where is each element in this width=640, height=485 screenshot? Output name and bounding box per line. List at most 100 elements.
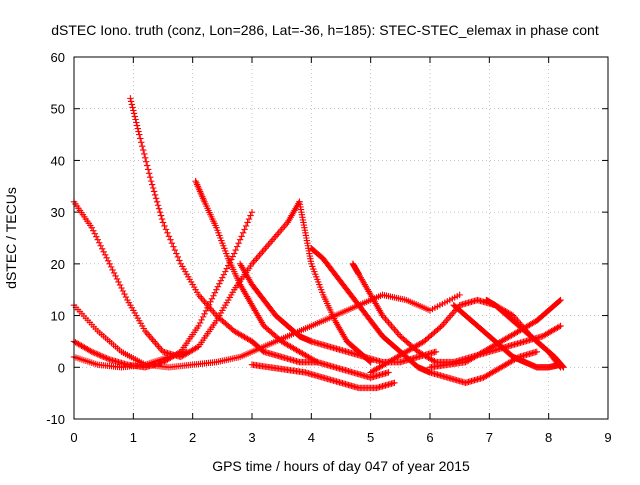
- data-point: [141, 150, 148, 158]
- data-point: [93, 233, 100, 240]
- data-point: [119, 287, 127, 295]
- data-point: [391, 379, 398, 386]
- data-point: [96, 351, 103, 359]
- data-point: [154, 202, 162, 209]
- data-point: [238, 233, 245, 240]
- data-point: [198, 316, 205, 324]
- data-point: [88, 348, 95, 355]
- data-point: [144, 166, 152, 173]
- series-8: [308, 245, 540, 386]
- x-tick-label: 6: [426, 430, 433, 445]
- data-point: [165, 233, 173, 240]
- data-point: [132, 116, 139, 123]
- series-3: [70, 348, 190, 371]
- data-point: [140, 146, 147, 154]
- data-point: [142, 158, 150, 165]
- data-point: [107, 263, 115, 271]
- data-point: [152, 195, 160, 202]
- data-point: [437, 324, 444, 331]
- data-point: [223, 265, 230, 272]
- data-point: [121, 290, 128, 298]
- x-tick-label: 5: [367, 430, 374, 445]
- data-point: [157, 212, 165, 219]
- data-point: [127, 98, 135, 105]
- x-tick-label: 3: [248, 430, 255, 445]
- data-point: [432, 348, 440, 355]
- series-4: [127, 95, 321, 366]
- y-tick-label: 60: [51, 50, 65, 65]
- data-point: [103, 254, 110, 262]
- data-point: [559, 363, 566, 370]
- data-point: [94, 236, 101, 243]
- data-point: [219, 274, 226, 281]
- data-point: [97, 242, 104, 249]
- y-tick-label: 40: [51, 153, 65, 168]
- data-point: [216, 280, 223, 287]
- data-point: [385, 369, 392, 376]
- data-point: [104, 257, 112, 265]
- data-point: [151, 191, 159, 199]
- data-point: [159, 219, 167, 226]
- data-point: [247, 212, 254, 219]
- data-point: [556, 297, 563, 305]
- data-point: [196, 319, 204, 327]
- series-13: [483, 296, 567, 371]
- data-point: [98, 245, 106, 252]
- x-tick-label: 8: [545, 430, 552, 445]
- data-point: [161, 222, 168, 230]
- data-point: [110, 269, 118, 277]
- data-point: [367, 358, 374, 366]
- series-6: [236, 260, 440, 366]
- data-point: [91, 230, 98, 237]
- data-point: [222, 268, 229, 275]
- data-point: [106, 260, 113, 268]
- data-point: [143, 162, 151, 169]
- data-point: [127, 95, 134, 102]
- data-point: [90, 349, 97, 356]
- data-point: [236, 236, 244, 243]
- data-point: [242, 222, 250, 230]
- data-point: [135, 128, 142, 135]
- data-point: [557, 322, 564, 330]
- data-point: [170, 243, 177, 250]
- data-point: [103, 355, 110, 362]
- chart-title: dSTEC Iono. truth (conz, Lon=286, Lat=-3…: [51, 22, 599, 38]
- data-point: [98, 353, 106, 360]
- data-point: [235, 239, 242, 247]
- y-axis-label: dSTEC / TECUs: [3, 187, 19, 289]
- series-10: [248, 361, 398, 392]
- data-point: [207, 298, 214, 305]
- data-point: [245, 215, 253, 223]
- data-point: [162, 226, 170, 233]
- data-point: [129, 104, 136, 111]
- data-point: [153, 198, 161, 205]
- series-9: [349, 260, 564, 366]
- data-point: [136, 131, 143, 138]
- data-point: [104, 355, 112, 363]
- data-point: [202, 307, 210, 315]
- data-point: [94, 351, 101, 358]
- data-point: [115, 278, 122, 286]
- y-tick-label: 30: [51, 205, 65, 220]
- series-5: [192, 177, 392, 381]
- data-point: [130, 110, 138, 117]
- data-point: [128, 101, 136, 108]
- data-point: [147, 177, 155, 185]
- data-point: [211, 289, 219, 296]
- data-point: [112, 272, 119, 280]
- data-point: [145, 170, 153, 177]
- data-point: [201, 310, 208, 318]
- data-point: [229, 253, 236, 260]
- x-axis-label: GPS time / hours of day 047 of year 2015: [212, 458, 470, 474]
- data-point: [97, 352, 104, 359]
- y-tick-label: 20: [51, 257, 65, 272]
- data-point: [101, 354, 109, 361]
- data-point: [193, 344, 201, 351]
- x-tick-label: 1: [130, 430, 137, 445]
- data-point: [137, 135, 144, 142]
- data-point: [533, 348, 540, 355]
- data-point: [138, 139, 145, 146]
- data-point: [168, 239, 176, 247]
